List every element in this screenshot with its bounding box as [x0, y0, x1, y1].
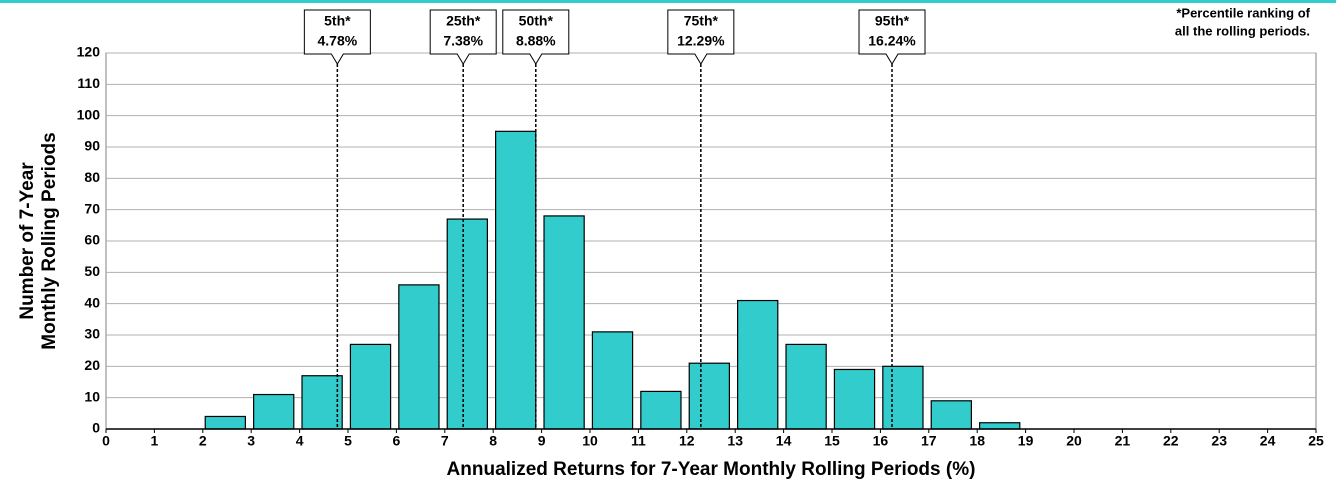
y-tick-label: 120 — [77, 44, 101, 60]
bar — [398, 284, 440, 430]
y-tick-label: 30 — [84, 326, 100, 342]
x-tick-label: 24 — [1260, 433, 1276, 449]
bar — [979, 422, 1021, 430]
percentile-box — [667, 9, 735, 65]
x-tick-label: 16 — [873, 433, 889, 449]
x-tick-label: 17 — [921, 433, 937, 449]
percentile-label: 8.88% — [516, 33, 556, 49]
percentile-name: 25th* — [446, 13, 481, 29]
percentile-label: 16.24% — [868, 33, 916, 49]
x-tick-label: 21 — [1115, 433, 1131, 449]
bar — [688, 362, 730, 430]
bar — [785, 343, 827, 430]
percentile-name: 75th* — [684, 13, 719, 29]
x-tick-label: 13 — [727, 433, 743, 449]
y-tick-label: 40 — [84, 294, 100, 310]
y-axis-title: Number of 7-Year — [17, 162, 38, 320]
y-tick-label: 110 — [77, 75, 100, 91]
x-tick-label: 9 — [538, 433, 546, 449]
bar — [591, 331, 634, 430]
x-tick-label: 25 — [1308, 433, 1324, 449]
x-tick-label: 6 — [393, 433, 401, 449]
bar — [204, 415, 246, 430]
x-tick-label: 0 — [102, 433, 110, 449]
bar — [640, 390, 682, 430]
y-tick-label: 20 — [84, 357, 100, 373]
x-tick-label: 1 — [151, 433, 159, 449]
x-tick-label: 4 — [296, 433, 304, 449]
x-tick-label: 8 — [489, 433, 497, 449]
bar — [349, 343, 392, 430]
percentile-box — [858, 9, 926, 65]
percentile-name: 5th* — [324, 13, 351, 29]
x-tick-label: 11 — [631, 433, 646, 449]
bar — [495, 130, 537, 430]
x-tick-label: 14 — [776, 433, 792, 449]
x-tick-label: 5 — [344, 433, 352, 449]
note: *Percentile ranking of — [1176, 5, 1310, 20]
x-tick-label: 3 — [247, 433, 255, 449]
y-tick-label: 90 — [84, 138, 100, 154]
y-tick-label: 70 — [84, 200, 100, 216]
percentile-name: 50th* — [519, 13, 554, 29]
y-tick-label: 10 — [84, 388, 100, 404]
bar — [253, 393, 295, 430]
x-tick-label: 12 — [679, 433, 695, 449]
percentile-name: 95th* — [875, 13, 910, 29]
bar — [737, 299, 779, 430]
note: all the rolling periods. — [1175, 23, 1310, 38]
y-tick-label: 50 — [84, 263, 100, 279]
percentile-label: 4.78% — [318, 33, 358, 49]
x-tick-label: 18 — [969, 433, 985, 449]
y-tick-label: 0 — [92, 420, 100, 436]
x-tick-label: 2 — [199, 433, 207, 449]
x-tick-label: 22 — [1163, 433, 1179, 449]
percentile-label: 7.38% — [443, 33, 483, 49]
y-tick-label: 80 — [84, 169, 100, 185]
percentile-label: 12.29% — [677, 33, 725, 49]
y-axis-title: Monthly Rolling Periods — [39, 132, 60, 349]
x-tick-label: 19 — [1018, 433, 1034, 449]
bar — [833, 368, 876, 430]
top-border — [0, 0, 1336, 3]
x-tick-label: 10 — [582, 433, 598, 449]
bar — [930, 400, 972, 430]
percentile-box — [303, 9, 371, 65]
y-tick-label: 100 — [77, 106, 101, 122]
percentile-box — [429, 9, 497, 65]
bar — [882, 365, 924, 430]
x-tick-label: 20 — [1066, 433, 1082, 449]
x-tick-label: 15 — [824, 433, 840, 449]
percentile-box — [502, 9, 570, 65]
bar — [543, 215, 585, 430]
x-tick-label: 7 — [441, 433, 449, 449]
bar — [446, 218, 488, 430]
x-axis-title: Annualized Returns for 7-Year Monthly Ro… — [447, 459, 976, 480]
bar — [301, 375, 343, 430]
y-tick-label: 60 — [84, 232, 100, 248]
x-tick-label: 23 — [1211, 433, 1227, 449]
